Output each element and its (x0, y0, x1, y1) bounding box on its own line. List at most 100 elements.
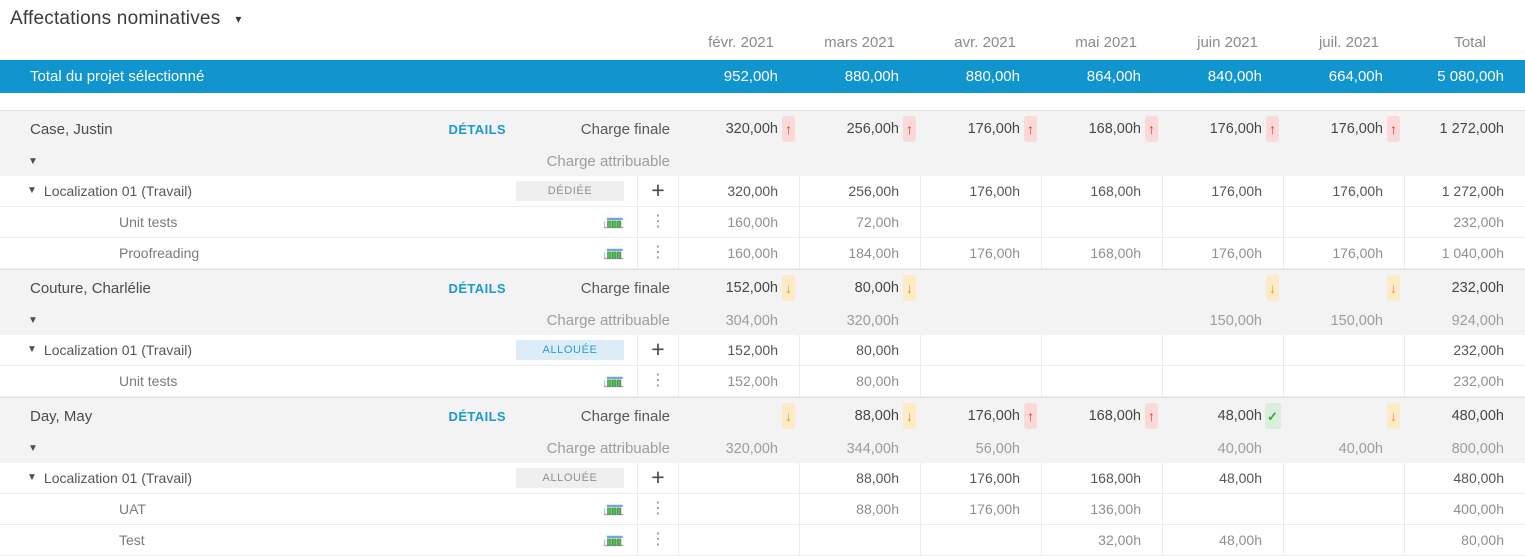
hours-cell: 40,00h (1283, 436, 1404, 462)
trend-slot (1383, 178, 1404, 204)
hours-cell: 152,00h (678, 335, 799, 365)
hours-value: 1 272,00h (1439, 121, 1504, 137)
chart-cell (520, 494, 637, 524)
hours-value: 152,00h (725, 280, 778, 296)
hours-cell: 320,00h ↑ (678, 116, 799, 142)
hours-cell: 924,00h (1404, 308, 1525, 334)
add-icon[interactable]: + (651, 335, 665, 362)
trend-slot (1141, 337, 1162, 363)
add-icon[interactable]: + (651, 463, 665, 490)
hours-cell (678, 463, 799, 493)
trend-up-icon: ↑ (1145, 403, 1158, 429)
trend-slot: ↑ (1383, 116, 1404, 142)
hours-cell: 232,00h (1404, 207, 1525, 237)
trend-up-icon: ↑ (1266, 116, 1279, 142)
task-label: UAT (119, 501, 146, 517)
task-label: Test (119, 532, 145, 548)
trend-slot (1141, 496, 1162, 522)
task-label-cell: UAT (0, 501, 520, 517)
hours-cell: 48,00h (1162, 525, 1283, 555)
trend-slot (899, 209, 920, 235)
details-link[interactable]: DÉTAILS (448, 408, 506, 424)
hours-cell: ↓ (1283, 403, 1404, 429)
trend-slot (1141, 240, 1162, 266)
hours-cell: 150,00h (1162, 308, 1283, 334)
hours-cell: 232,00h (1404, 275, 1525, 301)
dropdown-caret-icon[interactable]: ▾ (235, 12, 242, 26)
hours-cell: 176,00h ↑ (920, 403, 1041, 429)
hours-value: 48,00h (1219, 532, 1262, 548)
hours-cell (920, 335, 1041, 365)
hours-value: 5 080,00h (1437, 68, 1504, 85)
hours-value: 168,00h (1090, 470, 1141, 486)
hours-cell (920, 366, 1041, 396)
person-attribuable-row: ▼ Charge attribuable 304,00h 320,00h 150,00h… (0, 306, 1525, 335)
charge-finale-label: Charge finale (580, 279, 670, 297)
hours-cell: 160,00h (678, 238, 799, 268)
hours-value: 168,00h (1090, 245, 1141, 261)
add-icon[interactable]: + (651, 176, 665, 203)
spacer (0, 93, 1525, 110)
hours-cell: 176,00h ↑ (920, 116, 1041, 142)
hours-cell: 800,00h (1404, 436, 1525, 462)
hours-value: 80,00h (1461, 532, 1504, 548)
bar-chart-icon[interactable] (604, 246, 624, 260)
trend-slot (1383, 465, 1404, 491)
trend-slot (1383, 308, 1404, 334)
hours-cell: 176,00h ↑ (1283, 116, 1404, 142)
kebab-menu-icon[interactable]: ⋮ (650, 500, 666, 517)
task-row: UAT ⋮ 88,00h 176,00h 136,00h 400,00h (0, 494, 1525, 525)
hours-cell: 1 040,00h (1404, 238, 1525, 268)
kebab-menu-icon[interactable]: ⋮ (650, 244, 666, 261)
hours-cell (1283, 207, 1404, 237)
kebab-menu-icon[interactable]: ⋮ (650, 372, 666, 389)
collapse-triangle-icon[interactable]: ▼ (27, 344, 37, 355)
collapse-triangle-icon[interactable]: ▼ (27, 472, 37, 483)
trend-up-icon: ↑ (903, 116, 916, 142)
trend-slot: ↑ (1020, 403, 1041, 429)
details-link[interactable]: DÉTAILS (448, 121, 506, 137)
table-header-row: Affectations nominatives ▾ févr. 2021 ma… (0, 0, 1525, 60)
hours-cell: 40,00h (1162, 436, 1283, 462)
details-link[interactable]: DÉTAILS (448, 280, 506, 296)
hours-cell: 88,00h (799, 494, 920, 524)
kebab-menu-icon[interactable]: ⋮ (650, 531, 666, 548)
hours-cell: 88,00h ↓ (799, 403, 920, 429)
trend-slot (778, 527, 799, 553)
add-cell: + (637, 176, 678, 206)
collapse-triangle-icon[interactable]: ▼ (28, 155, 38, 167)
bar-chart-icon[interactable] (604, 374, 624, 388)
trend-up-icon: ↑ (1024, 403, 1037, 429)
hours-value: 232,00h (1453, 214, 1504, 230)
trend-slot (1383, 64, 1404, 90)
bar-chart-icon[interactable] (604, 215, 624, 229)
trend-slot (778, 496, 799, 522)
trend-slot (1383, 209, 1404, 235)
trend-slot (1383, 436, 1404, 462)
chart-cell (520, 525, 637, 555)
trend-slot (778, 209, 799, 235)
status-badge: DÉDIÉE (516, 181, 624, 201)
person-block: Case, Justin DÉTAILS Charge finale 320,00h ↑… (0, 110, 1525, 176)
person-collapse-cell: ▼ (0, 442, 520, 454)
collapse-triangle-icon[interactable]: ▼ (27, 185, 37, 196)
hours-cell: 152,00h (678, 366, 799, 396)
hours-cell (1162, 366, 1283, 396)
person-block: Couture, Charlélie DÉTAILS Charge finale 15… (0, 269, 1525, 335)
bar-chart-icon[interactable] (604, 502, 624, 516)
total-hours-cell: 664,00h (1283, 64, 1404, 90)
trend-slot (1020, 149, 1041, 175)
hours-value: 176,00h (967, 408, 1020, 424)
trend-down-icon: ↓ (903, 403, 916, 429)
kebab-menu-icon[interactable]: ⋮ (650, 213, 666, 230)
hours-value: 176,00h (1332, 183, 1383, 199)
person-summary-row: Couture, Charlélie DÉTAILS Charge finale 15… (0, 270, 1525, 306)
trend-slot (1504, 496, 1525, 522)
collapse-triangle-icon[interactable]: ▼ (28, 442, 38, 454)
bar-chart-icon[interactable] (604, 533, 624, 547)
trend-slot (1262, 368, 1283, 394)
collapse-triangle-icon[interactable]: ▼ (28, 314, 38, 326)
trend-slot (1383, 496, 1404, 522)
month-header: mai 2021 (1075, 34, 1137, 51)
view-title-group[interactable]: Affectations nominatives ▾ (0, 0, 678, 30)
